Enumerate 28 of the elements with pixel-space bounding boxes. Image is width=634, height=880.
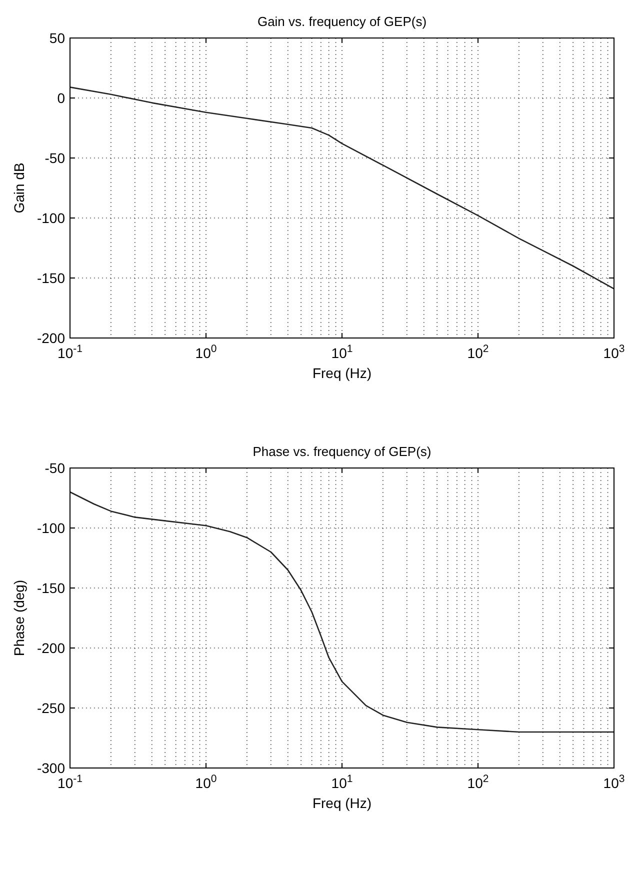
y-tick-label: -250	[36, 700, 66, 716]
x-axis-title: Freq (Hz)	[312, 795, 372, 811]
y-tick-label: -300	[36, 760, 66, 776]
y-tick-label: 0	[57, 90, 66, 106]
x-tick-label: 10$^{0}$	[195, 343, 217, 361]
x-tick-label: 10$^{1}$	[331, 343, 353, 361]
y-tick-label: -200	[36, 330, 66, 346]
x-tick-label: 10$^{3}$	[603, 343, 625, 361]
x-axis-title: Freq (Hz)	[312, 365, 372, 381]
x-tick-label: 10$^{0}$	[195, 773, 217, 791]
y-tick-label: -100	[36, 210, 66, 226]
y-tick-label: -50	[44, 460, 66, 476]
y-tick-label: -150	[36, 580, 66, 596]
y-tick-label: 50	[49, 30, 66, 46]
x-tick-label: 10$^{3}$	[603, 773, 625, 791]
y-axis-title: Gain dB	[11, 162, 27, 214]
chart-title: Gain vs. frequency of GEP(s)	[257, 14, 427, 29]
y-tick-label: -50	[44, 150, 66, 166]
x-tick-label: 10$^{-1}$	[58, 773, 83, 791]
x-tick-label: 10$^{2}$	[467, 343, 489, 361]
y-axis-title: Phase (deg)	[11, 580, 27, 656]
y-tick-label: -100	[36, 520, 66, 536]
x-tick-label: 10$^{2}$	[467, 773, 489, 791]
y-tick-label: -150	[36, 270, 66, 286]
chart-title: Phase vs. frequency of GEP(s)	[252, 444, 432, 459]
x-tick-label: 10$^{-1}$	[58, 343, 83, 361]
x-tick-label: 10$^{1}$	[331, 773, 353, 791]
y-tick-label: -200	[36, 640, 66, 656]
